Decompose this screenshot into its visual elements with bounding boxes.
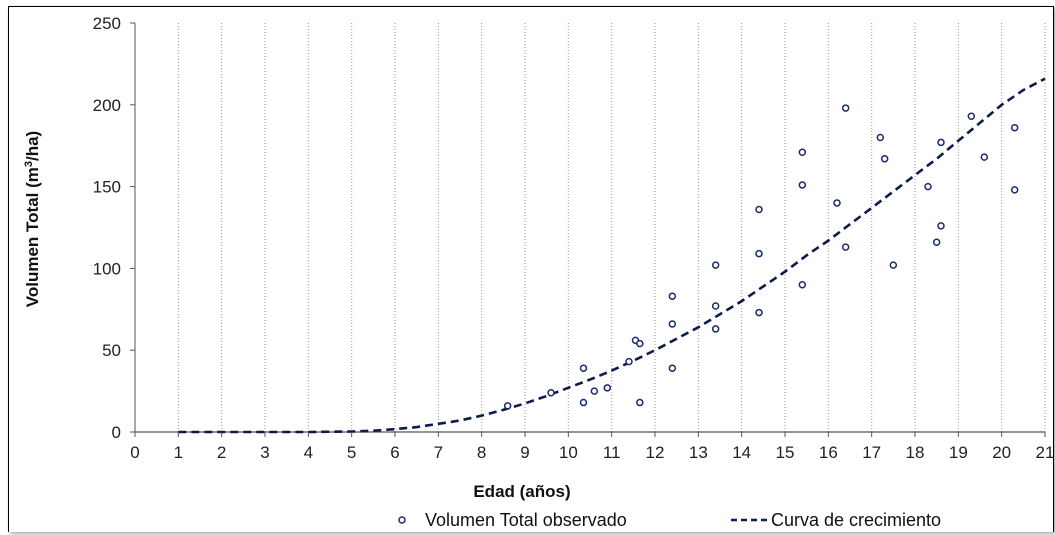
- observed-point: [711, 302, 720, 310]
- x-tick-label-11: 11: [603, 443, 621, 462]
- x-tick-label-2: 2: [217, 443, 226, 462]
- observed-point: [924, 182, 932, 191]
- axes-layer: [134, 23, 1045, 433]
- x-tick-label-17: 17: [862, 443, 881, 462]
- legend-label-observed: Volumen Total observado: [425, 510, 627, 530]
- ticks-layer: 0 1 2 3 4 5 6 7 8 9 10 11 12 13 14 15 16 17 18 19 20 21050100…: [93, 14, 1053, 462]
- x-tick-label-15: 15: [776, 443, 795, 462]
- x-tick-label-6: 6: [390, 443, 399, 462]
- y-tick-label-150: 150: [93, 178, 121, 197]
- observed-point: [636, 398, 644, 407]
- observed-point: [1010, 123, 1019, 132]
- x-tick-label-13: 13: [689, 443, 708, 462]
- observed-point: [841, 243, 850, 251]
- legend: Volumen Total observado Curva de crecimi…: [398, 510, 941, 530]
- observed-point: [967, 112, 976, 121]
- y-tick-label-250: 250: [93, 14, 121, 33]
- observed-point: [603, 384, 612, 392]
- x-tick-label-14: 14: [732, 443, 751, 462]
- observed-point: [755, 205, 763, 214]
- x-tick-label-1: 1: [174, 443, 183, 462]
- observed-point: [937, 138, 945, 147]
- observed-point: [668, 364, 677, 372]
- y-tick-label-0: 0: [112, 423, 121, 442]
- observed-point: [636, 339, 644, 348]
- observed-point: [937, 222, 945, 230]
- x-tick-label-10: 10: [559, 443, 578, 462]
- y-axis-title-main: Volumen Total (m: [23, 167, 42, 307]
- points-layer: [503, 104, 1019, 410]
- x-tick-label-12: 12: [646, 443, 665, 462]
- chart-frame: 0 1 2 3 4 5 6 7 8 9 10 11 12 13 14 15 16 17 18 19 20 21 0 50 100…: [8, 6, 1054, 532]
- legend-marker-observed: [398, 516, 406, 524]
- x-tick-label-16: 16: [819, 443, 838, 462]
- observed-point: [833, 199, 841, 207]
- legend-label-curve: Curva de crecimiento: [771, 510, 941, 530]
- x-tick-label-7: 7: [434, 443, 443, 462]
- observed-point: [798, 281, 807, 289]
- observed-point: [980, 153, 989, 161]
- x-tick-label-18: 18: [906, 443, 925, 462]
- observed-point: [579, 364, 588, 372]
- observed-point: [590, 387, 599, 395]
- x-tick-label-3: 3: [260, 443, 269, 462]
- observed-point: [711, 261, 720, 269]
- observed-point: [841, 104, 850, 112]
- x-tick-label-9: 9: [520, 443, 529, 462]
- observed-point: [579, 398, 588, 407]
- observed-point: [755, 249, 763, 258]
- x-tick-label-19: 19: [949, 443, 968, 462]
- observed-point: [798, 148, 807, 156]
- x-tick-label-21: 21: [1036, 443, 1053, 462]
- observed-point: [798, 181, 807, 189]
- observed-point: [503, 402, 512, 410]
- observed-point: [755, 308, 763, 317]
- observed-point: [668, 320, 677, 328]
- y-axis-title-sup: 3: [23, 161, 35, 167]
- observed-point: [1010, 186, 1019, 194]
- y-tick-label-50: 50: [102, 341, 121, 360]
- observed-point: [625, 357, 633, 366]
- observed-point: [668, 292, 677, 300]
- observed-point: [932, 238, 941, 246]
- y-tick-label-200: 200: [93, 96, 121, 115]
- grid-layer: [177, 23, 1046, 432]
- y-axis-title: Volumen Total (m3/ha): [23, 131, 42, 307]
- growth-chart: 0 1 2 3 4 5 6 7 8 9 10 11 12 13 14 15 16 17 18 19 20 21050100…: [23, 14, 1053, 530]
- x-tick-label-20: 20: [992, 443, 1011, 462]
- observed-point: [547, 388, 555, 397]
- x-tick-label-0: 0: [130, 443, 139, 462]
- observed-point: [711, 325, 720, 333]
- observed-point: [876, 133, 885, 142]
- y-tick-label-100: 100: [93, 259, 121, 278]
- x-tick-label-5: 5: [347, 443, 356, 462]
- x-tick-label-4: 4: [304, 443, 313, 462]
- x-tick-label-8: 8: [477, 443, 486, 462]
- y-axis-title-tail: /ha): [23, 131, 42, 161]
- observed-point: [889, 261, 898, 269]
- x-axis-title: Edad (años): [473, 482, 570, 501]
- observed-point: [880, 155, 889, 163]
